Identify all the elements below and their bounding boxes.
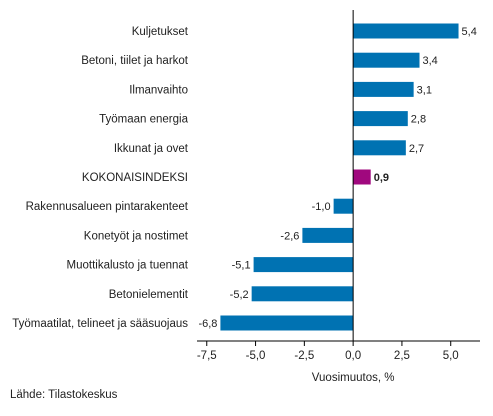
value-label: 5,4 (462, 26, 477, 38)
category-label: Kuljetukset (132, 26, 189, 38)
x-tick-label: 0,0 (345, 350, 361, 362)
bar-8 (253, 257, 354, 273)
source-note: Lähde: Tilastokeskus (10, 389, 118, 401)
bar-3 (353, 111, 408, 127)
bar-5 (353, 169, 371, 185)
bar-6 (333, 198, 354, 214)
value-label: -5,1 (232, 260, 251, 272)
x-tick-label: 5,0 (443, 350, 459, 362)
category-label: Työmaan energia (99, 114, 188, 126)
category-label: Rakennusalueen pintarakenteet (26, 201, 189, 213)
category-label: KOKONAISINDEKSI (82, 172, 188, 184)
bar-9 (251, 286, 354, 302)
category-label: Muottikalusto ja tuennat (67, 260, 189, 272)
value-label: -1,0 (312, 201, 331, 213)
bar-7 (302, 227, 354, 243)
value-label: 2,8 (411, 114, 426, 126)
category-label: Betonielementit (109, 289, 189, 301)
x-tick-label: -2,5 (294, 350, 314, 362)
bar-4 (353, 140, 406, 156)
bar-0 (353, 23, 459, 39)
value-label: 0,9 (374, 172, 389, 184)
category-label: Työmaatilat, telineet ja sääsuojaus (12, 318, 188, 330)
category-label: Konetyöt ja nostimet (84, 230, 189, 242)
category-label: Betoni, tiilet ja harkot (81, 55, 189, 67)
category-label: Ilmanvaihto (129, 84, 188, 96)
category-label: Ikkunat ja ovet (114, 143, 189, 155)
value-label: -5,2 (230, 289, 249, 301)
bar-1 (353, 52, 420, 68)
value-label: 3,4 (422, 55, 437, 67)
bar-10 (220, 315, 354, 331)
x-tick-label: -5,0 (246, 350, 266, 362)
value-label: -2,6 (280, 230, 299, 242)
value-label: 2,7 (409, 143, 424, 155)
x-axis-title: Vuosimuutos, % (312, 372, 395, 384)
value-label: -6,8 (198, 318, 217, 330)
x-tick-label: -7,5 (197, 350, 217, 362)
value-label: 3,1 (417, 84, 432, 96)
x-tick-label: 2,5 (394, 350, 410, 362)
bar-2 (353, 81, 414, 97)
